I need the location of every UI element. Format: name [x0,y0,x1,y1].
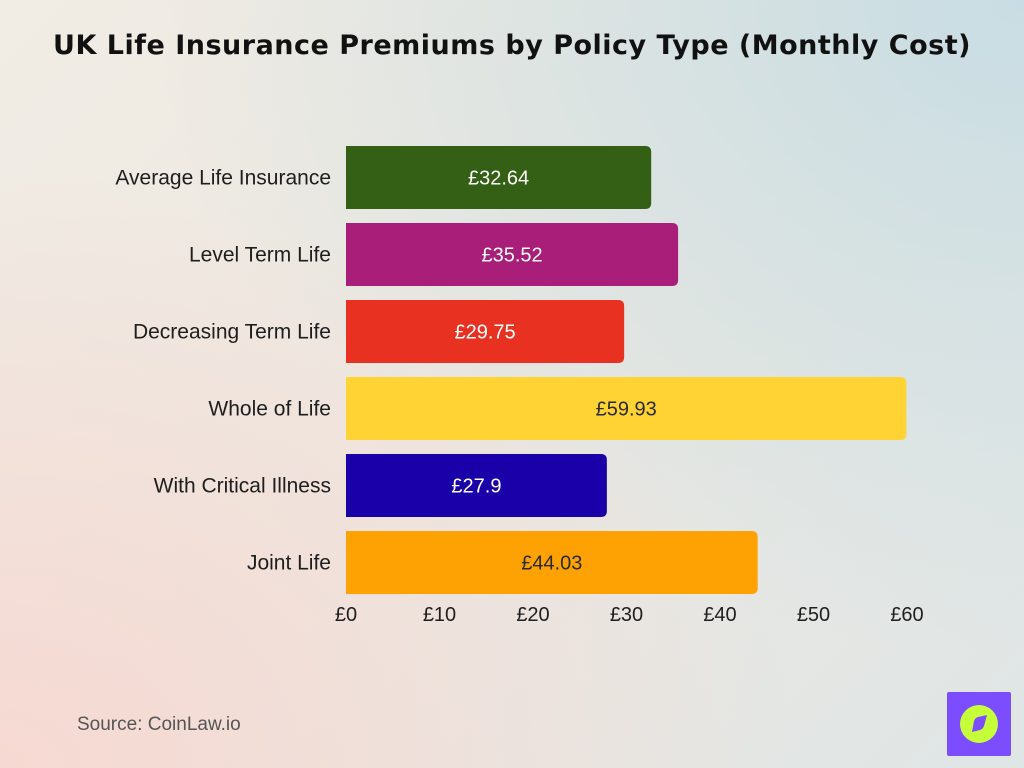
bar-level-term-life [346,223,679,286]
x-tick-label: £0 [335,604,357,626]
chart-title: UK Life Insurance Premiums by Policy Typ… [53,30,971,61]
x-tick-label: £10 [423,604,456,626]
value-label-average-life-insurance: £32.64 [468,168,529,190]
source-note: Source: CoinLaw.io [77,714,241,735]
bar-decreasing-term-life [346,300,625,363]
x-tick-label: £20 [516,604,549,626]
category-label-decreasing-term-life: Decreasing Term Life [133,321,331,344]
x-tick-label: £40 [703,604,736,626]
value-label-decreasing-term-life: £29.75 [454,322,515,344]
bar-joint-life [346,531,758,594]
bar-average-life-insurance [346,146,652,209]
x-tick-label: £30 [610,604,643,626]
category-label-average-life-insurance: Average Life Insurance [115,167,331,190]
category-label-level-term-life: Level Term Life [189,244,331,267]
bar-with-critical-illness [346,454,607,517]
bars-group: Average Life Insurance £32.64 Level Term L… [115,146,907,594]
x-tick-label: £60 [890,604,923,626]
brand-logo [947,692,1011,756]
value-label-level-term-life: £35.52 [481,245,542,267]
value-label-joint-life: £44.03 [521,553,582,575]
value-label-whole-of-life: £59.93 [596,399,657,421]
x-axis: £0 £10 £20 £30 £40 £50 £60 [335,604,924,626]
compass-icon [960,705,998,743]
category-label-joint-life: Joint Life [247,552,331,575]
x-tick-label: £50 [797,604,830,626]
category-label-with-critical-illness: With Critical Illness [154,475,331,498]
category-label-whole-of-life: Whole of Life [208,398,331,421]
bar-whole-of-life [346,377,907,440]
value-label-with-critical-illness: £27.9 [451,476,501,498]
